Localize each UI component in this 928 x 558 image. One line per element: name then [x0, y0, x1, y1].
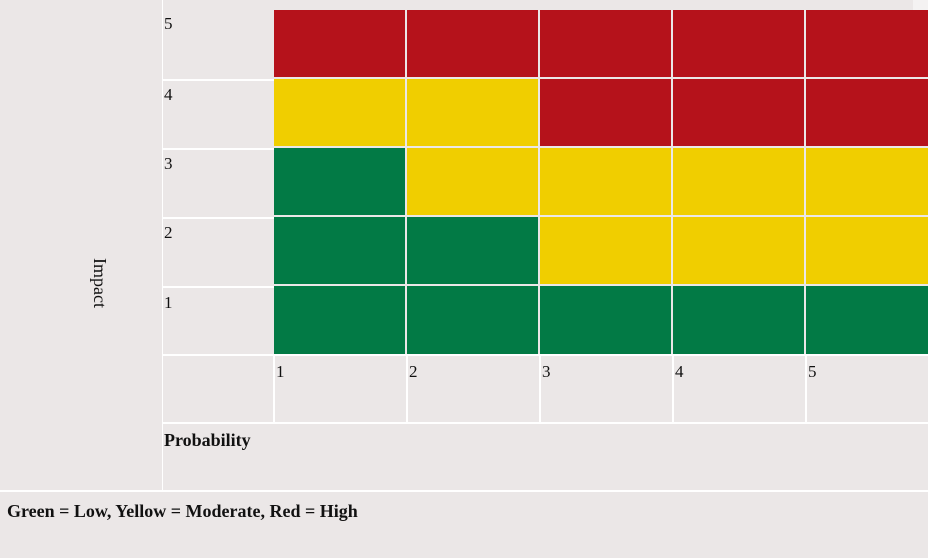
heatmap-cell	[806, 148, 928, 215]
heatmap-cell	[673, 217, 804, 284]
x-tick-label: 1	[276, 362, 285, 381]
y-tick-label: 4	[164, 85, 173, 104]
heatmap-cell	[806, 217, 928, 284]
heatmap-cell	[540, 148, 671, 215]
x-axis-row-top	[163, 354, 928, 356]
x-tick-divider-1	[273, 354, 275, 423]
heatmap-cell	[673, 79, 804, 146]
x-tick-label: 3	[542, 362, 551, 381]
heatmap-cell	[806, 79, 928, 146]
heatmap-cell	[274, 217, 405, 284]
heatmap-cell	[407, 79, 538, 146]
y-row-divider-3	[163, 217, 275, 219]
heatmap-cell	[407, 10, 538, 77]
x-axis-label: Probability	[164, 430, 251, 450]
heatmap-cell	[274, 10, 405, 77]
x-tick-label: 5	[808, 362, 817, 381]
legend-text: Green = Low, Yellow = Moderate, Red = Hi…	[7, 501, 358, 521]
heatmap-cell	[806, 286, 928, 354]
x-tick-label: 2	[409, 362, 418, 381]
heatmap-cell	[274, 286, 405, 354]
heatmap-cell	[540, 286, 671, 354]
x-tick-divider-4	[672, 354, 674, 423]
y-row-divider-2	[163, 286, 275, 288]
heatmap-cell	[274, 148, 405, 215]
heatmap-cell	[274, 79, 405, 146]
x-axis-row-bottom	[163, 422, 928, 424]
x-tick-divider-2	[406, 354, 408, 423]
heatmap-cell	[540, 79, 671, 146]
y-tick-label: 2	[164, 223, 173, 242]
heatmap-cell	[673, 286, 804, 354]
heatmap-cell	[673, 10, 804, 77]
y-axis-divider	[162, 0, 163, 490]
x-tick-divider-5	[805, 354, 807, 423]
heatmap-cell	[540, 217, 671, 284]
heatmap-cell	[407, 286, 538, 354]
heatmap-cell	[407, 217, 538, 284]
y-row-divider-5	[163, 79, 275, 81]
heatmap-cell	[540, 10, 671, 77]
y-axis-label: Impact	[90, 258, 110, 308]
y-tick-label: 1	[164, 293, 173, 312]
x-tick-label: 4	[675, 362, 684, 381]
x-tick-divider-3	[539, 354, 541, 423]
corner-tab	[913, 0, 928, 12]
y-tick-label: 5	[164, 14, 173, 33]
heatmap-cell	[673, 148, 804, 215]
y-row-divider-4	[163, 148, 275, 150]
y-tick-label: 3	[164, 154, 173, 173]
heatmap-cell	[806, 10, 928, 77]
heatmap-cell	[407, 148, 538, 215]
legend-divider	[0, 490, 928, 492]
